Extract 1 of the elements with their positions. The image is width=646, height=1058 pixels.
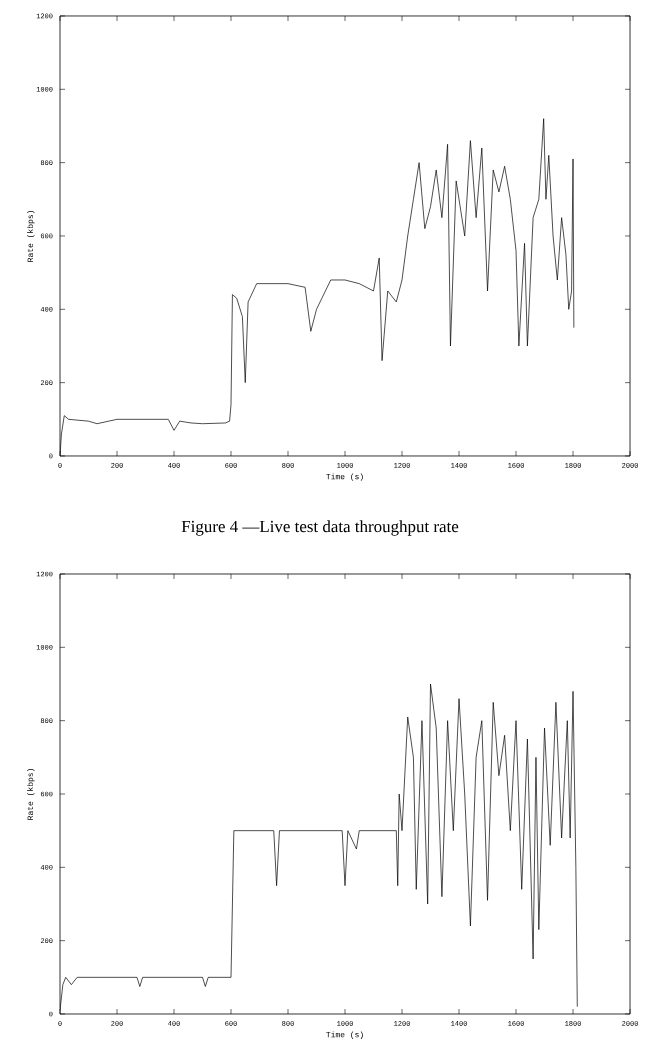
caption: Figure 4 —Live test data throughput rate — [182, 520, 459, 536]
